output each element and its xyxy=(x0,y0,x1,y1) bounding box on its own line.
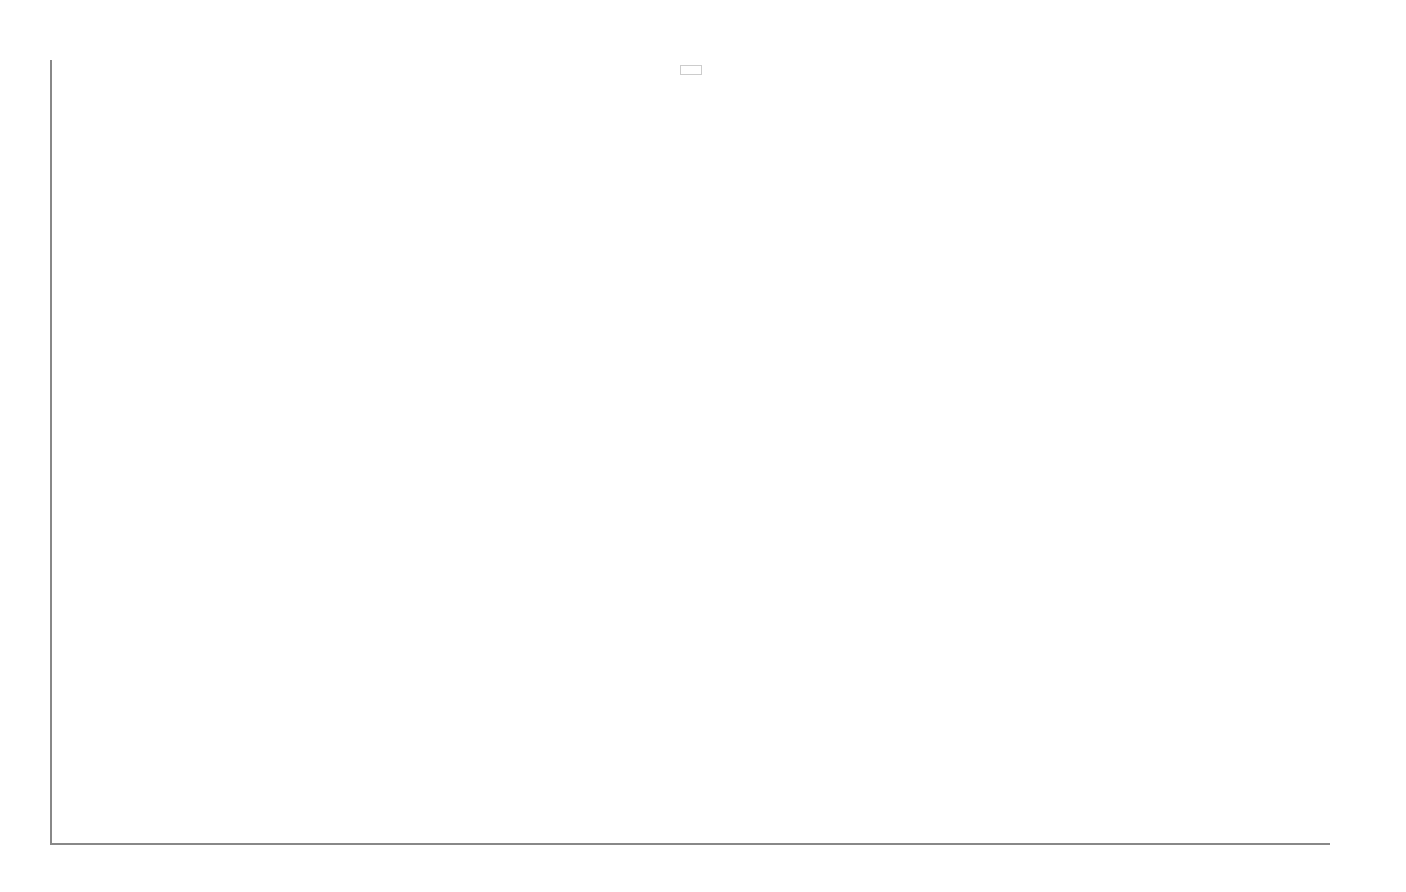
plot-area xyxy=(50,60,1330,845)
chart-container xyxy=(0,0,1406,892)
stats-legend xyxy=(680,65,702,75)
scatter-svg xyxy=(52,60,1330,843)
